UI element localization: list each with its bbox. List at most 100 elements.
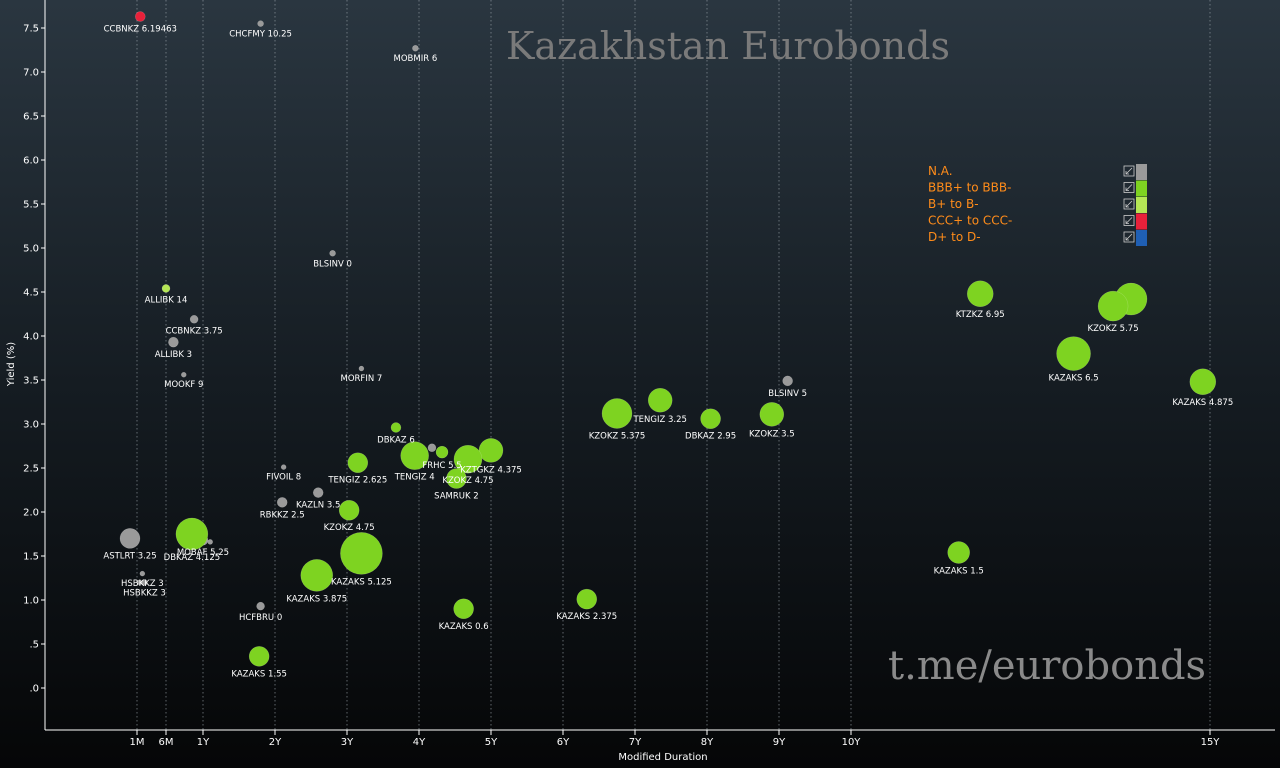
data-point-label: MOBMIR 6 bbox=[394, 54, 438, 64]
y-tick-label: .5 bbox=[29, 640, 39, 651]
x-tick-label: 15Y bbox=[1201, 737, 1221, 748]
legend-toggle-box[interactable] bbox=[1123, 198, 1135, 210]
watermark-text: t.me/eurobonds bbox=[888, 643, 1206, 689]
data-point-label: KTZKZ 6.95 bbox=[956, 310, 1005, 320]
data-point[interactable] bbox=[189, 315, 199, 324]
data-point-label: TENGIZ 3.25 bbox=[632, 415, 686, 425]
x-tick-label: 1M bbox=[130, 737, 145, 748]
data-point[interactable] bbox=[175, 517, 209, 551]
y-tick-label: 2.0 bbox=[23, 508, 39, 519]
data-point[interactable] bbox=[966, 280, 994, 308]
data-point[interactable] bbox=[435, 445, 449, 459]
y-tick-label: 2.5 bbox=[23, 464, 39, 475]
data-point-label: KAZAKS 2.375 bbox=[556, 612, 617, 622]
data-point-label: ALLIBK 14 bbox=[145, 295, 188, 305]
data-point[interactable] bbox=[329, 250, 336, 257]
legend-toggle-box[interactable] bbox=[1123, 165, 1135, 177]
data-point[interactable] bbox=[700, 408, 721, 429]
data-point[interactable] bbox=[340, 532, 383, 575]
data-point[interactable] bbox=[400, 441, 429, 470]
data-point[interactable] bbox=[358, 365, 365, 372]
data-point[interactable] bbox=[135, 11, 146, 22]
y-tick-label: .0 bbox=[29, 684, 39, 695]
data-labels: CHCFMY 10.25 MOBMIR 6 BLSINV 0 CCBNKZ 3.75 A… bbox=[103, 25, 1233, 680]
data-point-label: KAZAKS 3.875 bbox=[286, 594, 347, 604]
data-point[interactable] bbox=[161, 284, 171, 293]
data-point-label: ASTLRT 3.25 bbox=[103, 551, 156, 561]
data-point[interactable] bbox=[256, 601, 265, 611]
data-point[interactable] bbox=[181, 371, 187, 378]
chart-title: Kazakhstan Eurobonds bbox=[506, 24, 950, 68]
data-point[interactable] bbox=[280, 464, 287, 470]
data-point-label: FRHC 5.5 bbox=[422, 461, 461, 471]
y-tick-label: 6.0 bbox=[23, 156, 39, 167]
data-point[interactable] bbox=[1189, 368, 1217, 396]
legend-toggle-box[interactable] bbox=[1123, 215, 1135, 226]
data-point[interactable] bbox=[119, 528, 141, 549]
data-point-label: KAZLN 3.5 bbox=[296, 501, 340, 511]
data-point[interactable] bbox=[312, 487, 324, 498]
data-point-label: KZOKZ 5.375 bbox=[589, 431, 646, 441]
data-point[interactable] bbox=[601, 398, 633, 429]
y-tick-label: 1.5 bbox=[23, 552, 39, 563]
data-point-label: MOBAF 5.25 bbox=[177, 548, 229, 558]
legend-entry-label: D+ to D- bbox=[928, 230, 981, 244]
data-point[interactable] bbox=[390, 422, 402, 433]
y-tick-label: 5.5 bbox=[23, 200, 39, 211]
data-point[interactable] bbox=[168, 336, 179, 348]
data-point[interactable] bbox=[478, 438, 504, 463]
data-point[interactable] bbox=[139, 570, 146, 577]
data-point[interactable] bbox=[453, 598, 474, 620]
legend-swatch bbox=[1136, 180, 1147, 197]
data-point[interactable] bbox=[1056, 336, 1091, 371]
legend-arrow-icon bbox=[1125, 200, 1133, 208]
data-point[interactable] bbox=[207, 539, 213, 545]
data-point[interactable] bbox=[136, 579, 143, 586]
legend-swatch bbox=[1136, 213, 1147, 230]
legend-entry-label: BBB+ to BBB- bbox=[928, 181, 1011, 195]
legend-arrow-icon bbox=[1125, 233, 1133, 241]
data-point[interactable] bbox=[257, 20, 264, 27]
data-point[interactable] bbox=[300, 559, 334, 592]
data-point[interactable] bbox=[1097, 290, 1129, 322]
legend-arrow-icon bbox=[1125, 217, 1133, 224]
data-point-label: KAZAKS 1.55 bbox=[231, 669, 286, 679]
data-point[interactable] bbox=[647, 387, 673, 413]
data-point-label: KZOKZ 4.75 bbox=[324, 523, 375, 533]
data-point-label: KZOKZ 3.5 bbox=[749, 429, 795, 439]
data-point-label: DBKAZ 2.95 bbox=[685, 432, 736, 442]
x-tick-label: 2Y bbox=[269, 737, 282, 748]
data-point[interactable] bbox=[446, 468, 467, 489]
legend-toggle-box[interactable] bbox=[1123, 182, 1135, 193]
data-point[interactable] bbox=[782, 375, 793, 387]
data-point[interactable] bbox=[427, 443, 437, 453]
legend-swatch bbox=[1136, 230, 1147, 246]
data-point[interactable] bbox=[248, 646, 270, 667]
legend-toggle-box[interactable] bbox=[1123, 231, 1135, 243]
legend-entry-label: B+ to B- bbox=[928, 197, 979, 211]
data-point[interactable] bbox=[412, 44, 419, 52]
legend-arrow-icon bbox=[1125, 184, 1133, 191]
x-axis-title: Modified Duration bbox=[618, 752, 707, 763]
y-tick-label: 7.0 bbox=[23, 68, 39, 79]
data-point[interactable] bbox=[338, 499, 360, 521]
data-point[interactable] bbox=[347, 452, 369, 473]
data-point-label: HSBKKZ 3 bbox=[121, 579, 164, 589]
y-tick-label: 3.5 bbox=[23, 376, 39, 387]
y-tick-label: 4.5 bbox=[23, 288, 39, 299]
data-point-label: SAMRUK 2 bbox=[434, 492, 479, 502]
data-point-label: KZOKZ 4.75 bbox=[442, 476, 493, 486]
y-tick-label: 5.0 bbox=[23, 244, 39, 255]
data-point[interactable] bbox=[276, 497, 288, 508]
data-point-label: TENGIZ 2.625 bbox=[327, 476, 387, 486]
data-point[interactable] bbox=[947, 541, 970, 564]
data-point-label: MOOKF 9 bbox=[164, 380, 203, 390]
data-point-label: BLSINV 5 bbox=[768, 389, 807, 399]
legend-swatch bbox=[1136, 164, 1147, 180]
data-point[interactable] bbox=[453, 444, 483, 474]
data-point-label: CCBNKZ 3.75 bbox=[166, 326, 223, 336]
data-point[interactable] bbox=[759, 402, 785, 427]
data-point[interactable] bbox=[576, 588, 598, 610]
